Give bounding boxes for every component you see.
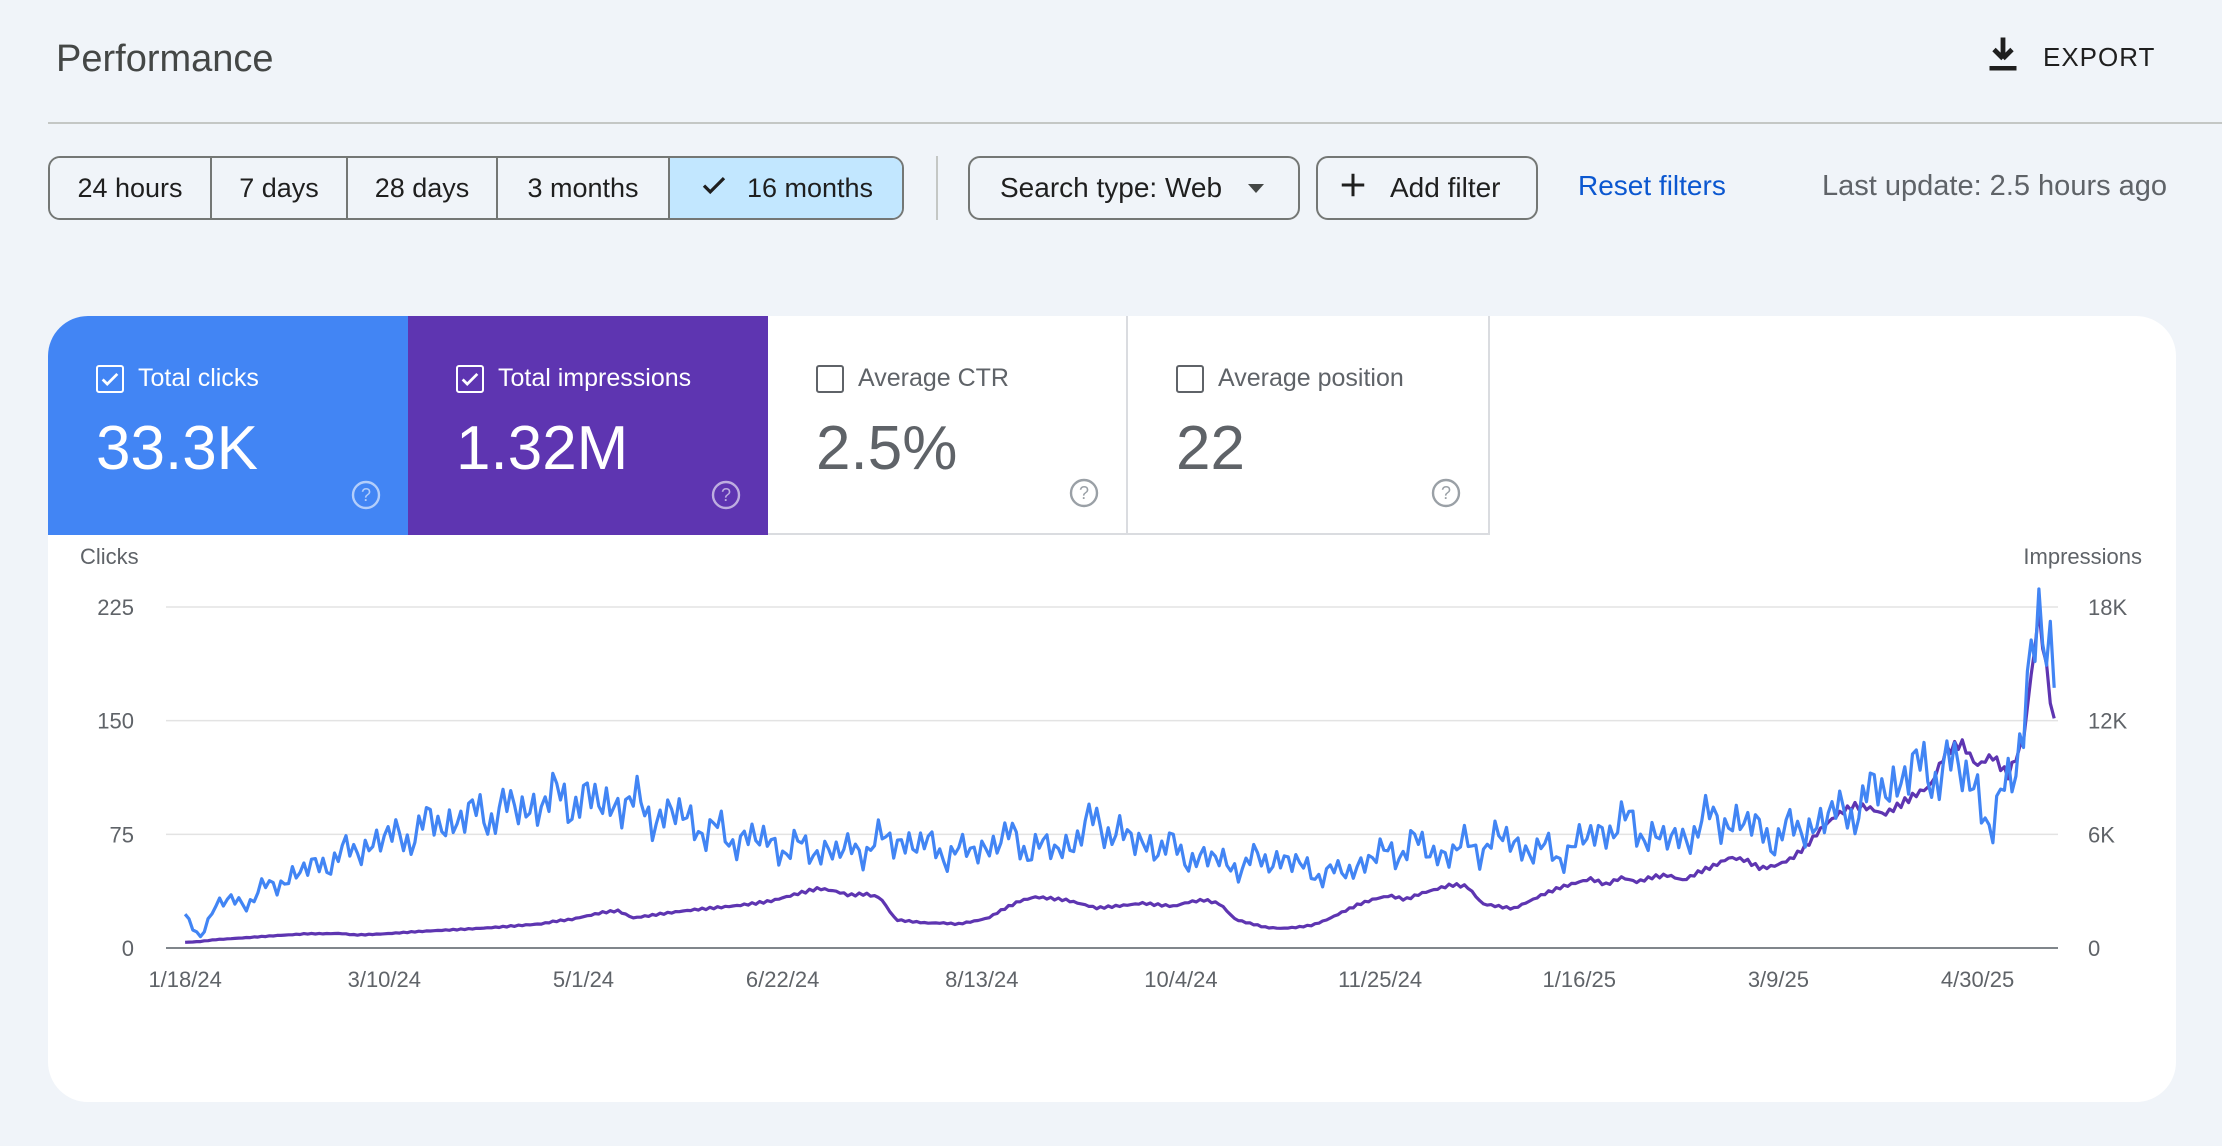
metric-label: Total impressions bbox=[498, 364, 692, 392]
metric-label: Total clicks bbox=[138, 364, 259, 392]
page-title: Performance bbox=[56, 38, 274, 80]
right-tick-label: 0 bbox=[2088, 936, 2100, 961]
reset-filters-link[interactable]: Reset filters bbox=[1578, 170, 1726, 201]
axis-tick-labels: 0 0 75 6K 150 12K 225 18K 1/18/24 3/10/24 5/1/24 6/… bbox=[97, 595, 2127, 992]
x-tick-label: 11/25/24 bbox=[1338, 967, 1422, 992]
add-filter-label: Add filter bbox=[1390, 172, 1501, 203]
metric-average-position[interactable]: Average position 22 ? bbox=[1128, 316, 1490, 535]
left-axis-label: Clicks bbox=[80, 544, 139, 569]
left-tick-label: 0 bbox=[122, 936, 134, 961]
date-range-selector: 24 hours 7 days 28 days 3 months 16 mont… bbox=[48, 156, 904, 220]
metric-total-clicks[interactable]: Total clicks 33.3K ? bbox=[48, 316, 408, 535]
metric-value: 33.3K bbox=[96, 414, 259, 483]
last-update-text: Last update: 2.5 hours ago bbox=[1822, 170, 2168, 202]
toolbar-divider bbox=[936, 156, 938, 220]
range-24-hours[interactable]: 24 hours bbox=[50, 158, 212, 218]
help-icon[interactable]: ? bbox=[1068, 477, 1100, 509]
range-16-months[interactable]: 16 months bbox=[670, 158, 902, 218]
header-divider bbox=[48, 122, 2222, 124]
add-filter-button[interactable]: Add filter bbox=[1316, 156, 1538, 220]
range-label: 16 months bbox=[746, 172, 874, 203]
x-tick-label: 4/30/25 bbox=[1941, 967, 2014, 992]
svg-text:?: ? bbox=[361, 485, 371, 505]
search-type-dropdown[interactable]: Search type: Web bbox=[968, 156, 1300, 220]
metric-label: Average position bbox=[1218, 364, 1404, 392]
x-tick-label: 3/9/25 bbox=[1748, 967, 1809, 992]
checkbox-checked-icon[interactable] bbox=[96, 364, 124, 393]
range-7-days[interactable]: 7 days bbox=[212, 158, 348, 218]
help-icon[interactable]: ? bbox=[710, 479, 742, 511]
check-icon bbox=[699, 170, 729, 207]
checkbox-checked-icon[interactable] bbox=[456, 364, 484, 393]
right-axis-label: Impressions bbox=[2023, 544, 2142, 569]
x-tick-label: 10/4/24 bbox=[1144, 967, 1217, 992]
metric-total-impressions[interactable]: Total impressions 1.32M ? bbox=[408, 316, 768, 535]
performance-card: Total clicks 33.3K ? Total impressions 1… bbox=[48, 316, 2176, 1102]
metric-value: 22 bbox=[1176, 414, 1245, 483]
series-lines bbox=[183, 587, 2056, 944]
help-icon[interactable]: ? bbox=[350, 479, 382, 511]
export-label: EXPORT bbox=[2043, 42, 2156, 72]
metric-value: 2.5% bbox=[816, 414, 958, 483]
chart-svg: Clicks Impressions 0 0 75 6K 150 12K 225 18K 1/1… bbox=[80, 544, 2142, 992]
grid-lines bbox=[166, 606, 2058, 949]
x-tick-label: 8/13/24 bbox=[945, 967, 1018, 992]
right-tick-label: 6K bbox=[2088, 822, 2115, 847]
x-tick-label: 3/10/24 bbox=[348, 967, 421, 992]
range-28-days[interactable]: 28 days bbox=[348, 158, 498, 218]
svg-text:?: ? bbox=[721, 485, 731, 505]
series-line-clicks bbox=[183, 587, 2056, 939]
search-type-label: Search type: Web bbox=[1000, 172, 1223, 203]
x-tick-label: 6/22/24 bbox=[746, 967, 819, 992]
checkbox-unchecked-icon[interactable] bbox=[1176, 364, 1204, 393]
range-label: 7 days bbox=[239, 172, 319, 203]
x-tick-label: 1/16/25 bbox=[1543, 967, 1616, 992]
range-label: 3 months bbox=[527, 172, 639, 203]
svg-text:?: ? bbox=[1441, 483, 1451, 503]
plus-icon bbox=[1338, 170, 1368, 207]
caret-down-icon bbox=[1248, 183, 1265, 193]
help-icon[interactable]: ? bbox=[1430, 477, 1462, 509]
right-tick-label: 12K bbox=[2088, 709, 2127, 734]
download-icon bbox=[1985, 34, 2021, 81]
metric-label: Average CTR bbox=[858, 364, 1009, 392]
left-tick-label: 75 bbox=[110, 822, 134, 847]
svg-text:?: ? bbox=[1079, 483, 1089, 503]
performance-chart: Clicks Impressions 0 0 75 6K 150 12K 225 18K 1/1… bbox=[48, 535, 2176, 1102]
x-tick-label: 5/1/24 bbox=[553, 967, 614, 992]
series-line-impressions bbox=[185, 608, 2056, 944]
metric-value: 1.32M bbox=[456, 414, 629, 483]
right-tick-label: 18K bbox=[2088, 595, 2127, 620]
x-tick-label: 1/18/24 bbox=[148, 967, 221, 992]
left-tick-label: 150 bbox=[97, 709, 134, 734]
checkbox-unchecked-icon[interactable] bbox=[816, 364, 844, 393]
range-label: 24 hours bbox=[77, 172, 183, 203]
range-3-months[interactable]: 3 months bbox=[498, 158, 670, 218]
metric-average-ctr[interactable]: Average CTR 2.5% ? bbox=[768, 316, 1128, 535]
range-label: 28 days bbox=[374, 172, 470, 203]
export-button[interactable]: EXPORT bbox=[1985, 34, 2155, 81]
left-tick-label: 225 bbox=[97, 595, 134, 620]
